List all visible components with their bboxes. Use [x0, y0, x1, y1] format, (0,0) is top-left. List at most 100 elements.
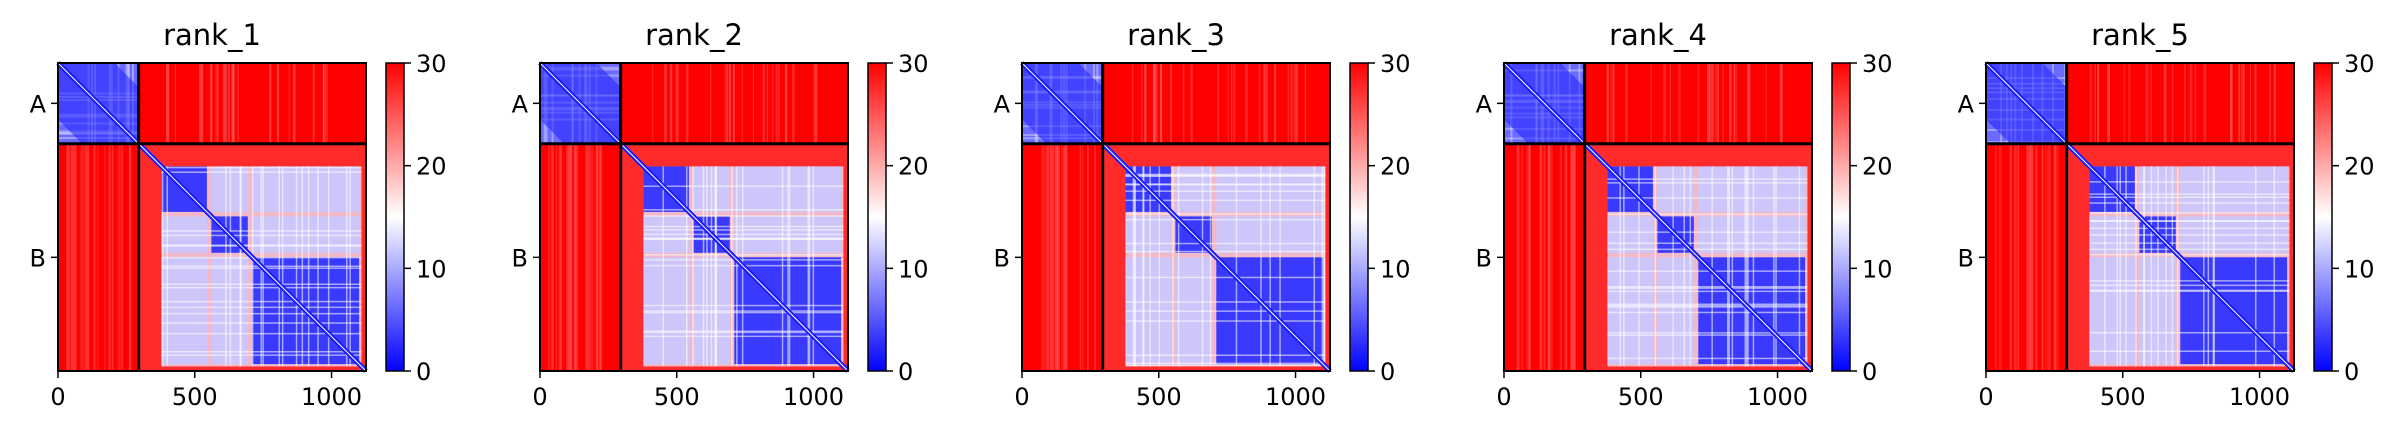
chain-b-texture — [281, 166, 284, 367]
inter-chain-streak — [1154, 63, 1158, 144]
inter-chain-streak — [2015, 143, 2017, 371]
inter-chain-streak — [2026, 143, 2029, 371]
inter-chain-streak — [710, 63, 712, 144]
inter-chain-streak — [199, 63, 203, 144]
inter-chain-streak — [2184, 63, 2186, 144]
inter-chain-streak — [1549, 143, 1553, 371]
chain-b-texture — [1727, 166, 1729, 367]
inter-chain-streak — [1528, 143, 1531, 371]
colorbar-tick-label: 0 — [1380, 358, 1395, 386]
chain-b-texture — [788, 166, 791, 367]
chain-b-texture — [1744, 166, 1746, 367]
chain-b-texture — [1134, 166, 1136, 367]
chain-b-texture — [1177, 166, 1180, 367]
chain-b-texture — [161, 354, 362, 356]
y-tick-label-chain-A: A — [30, 90, 47, 118]
y-tick-label-chain-A: A — [1476, 90, 1493, 118]
x-tick-label: 0 — [1496, 383, 1511, 411]
chain-b-texture — [1125, 183, 1326, 185]
chain-b-offdiag-patch — [252, 166, 360, 212]
chain-b-offdiag-patch — [1607, 216, 1653, 253]
colorbar-tick-label: 0 — [898, 358, 913, 386]
inter-chain-streak — [1054, 143, 1058, 371]
inter-chain-streak — [741, 63, 744, 144]
panel-title: rank_2 — [645, 18, 743, 52]
inter-chain-streak — [1245, 63, 1248, 144]
inter-chain-streak — [548, 143, 551, 371]
inter-chain-streak — [1574, 143, 1576, 371]
x-tick-label: 500 — [1136, 383, 1182, 411]
inter-chain-streak — [724, 63, 726, 144]
inter-chain-streak — [669, 63, 672, 144]
colorbar — [385, 62, 405, 372]
inter-chain-streak — [2254, 63, 2256, 144]
inter-chain-streak — [1517, 143, 1520, 371]
inter-chain-streak — [1528, 143, 1531, 371]
inter-chain-streak — [210, 63, 212, 144]
chain-b-texture — [1607, 357, 1808, 360]
inter-chain-streak — [775, 63, 779, 144]
colorbar-tick-label: 30 — [1380, 50, 1411, 78]
colorbar-tick-label: 10 — [1380, 255, 1411, 283]
chain-b-texture — [1607, 248, 1808, 251]
chain-b-texture — [2212, 166, 2215, 367]
inter-chain-streak — [566, 143, 569, 371]
inter-chain-streak — [66, 143, 69, 371]
chain-b-texture — [686, 166, 688, 367]
chain-b-offdiag-patch — [1125, 216, 1171, 253]
chain-b-texture — [1607, 242, 1808, 244]
chain-b-texture — [2203, 166, 2205, 367]
chain-b-texture — [1125, 199, 1326, 202]
inter-chain-streak — [569, 143, 573, 371]
inter-chain-streak — [1266, 63, 1268, 144]
inter-chain-streak — [209, 63, 212, 144]
inter-chain-streak — [2238, 63, 2240, 144]
inter-chain-streak — [1144, 63, 1146, 144]
colorbar-tick-label: 0 — [1862, 358, 1877, 386]
chain-b-texture — [692, 166, 694, 367]
inter-chain-streak — [87, 143, 90, 371]
inter-chain-streak — [1232, 63, 1236, 144]
inter-chain-streak — [1227, 63, 1229, 144]
inter-chain-streak — [66, 143, 68, 371]
chain-b-texture — [1607, 332, 1808, 334]
chain-b-texture — [1607, 197, 1808, 199]
chain-b-texture — [1125, 242, 1326, 245]
chain-b-texture — [301, 166, 304, 367]
chain-b-texture — [643, 185, 844, 187]
y-tick-label-chain-B: B — [512, 244, 528, 272]
inter-chain-streak — [1050, 143, 1052, 371]
inter-chain-streak — [726, 63, 728, 144]
chain-b-texture — [2089, 193, 2290, 195]
inter-chain-streak — [2054, 143, 2056, 371]
heatmap-panel-1: rank_1 A B 0 500 1000 0 10 20 30 — [30, 18, 447, 411]
inter-chain-streak — [559, 143, 563, 371]
chain-b-offdiag-patch — [161, 257, 207, 365]
inter-chain-streak — [599, 143, 603, 371]
inter-chain-streak — [555, 143, 558, 371]
chain-b-texture — [1689, 166, 1692, 367]
inter-chain-streak — [1716, 63, 1719, 144]
inter-chain-streak — [67, 143, 69, 371]
inter-chain-streak — [1160, 63, 1162, 144]
chain-b-texture — [643, 233, 844, 236]
inter-chain-streak — [1131, 63, 1134, 144]
inter-chain-streak — [68, 143, 71, 371]
inter-chain-streak — [1715, 63, 1717, 144]
inter-chain-streak — [558, 143, 561, 371]
inter-chain-streak — [81, 143, 85, 371]
chain-b-texture — [1321, 166, 1324, 367]
inter-chain-streak — [1994, 143, 1998, 371]
chain-b-offdiag-patch — [2180, 166, 2288, 212]
chain-b-texture — [1607, 290, 1808, 293]
inter-chain-streak — [2009, 143, 2012, 371]
x-tick-label: 1000 — [301, 383, 362, 411]
chain-b-texture — [161, 256, 362, 259]
inter-chain-streak — [1606, 63, 1609, 144]
chain-b-texture — [2157, 166, 2159, 367]
y-tick-label-chain-B: B — [30, 244, 46, 272]
diagonal-line — [539, 62, 849, 372]
chain-b-texture — [1607, 270, 1808, 272]
chain-b-texture — [807, 166, 809, 367]
x-tick-label: 500 — [654, 383, 700, 411]
